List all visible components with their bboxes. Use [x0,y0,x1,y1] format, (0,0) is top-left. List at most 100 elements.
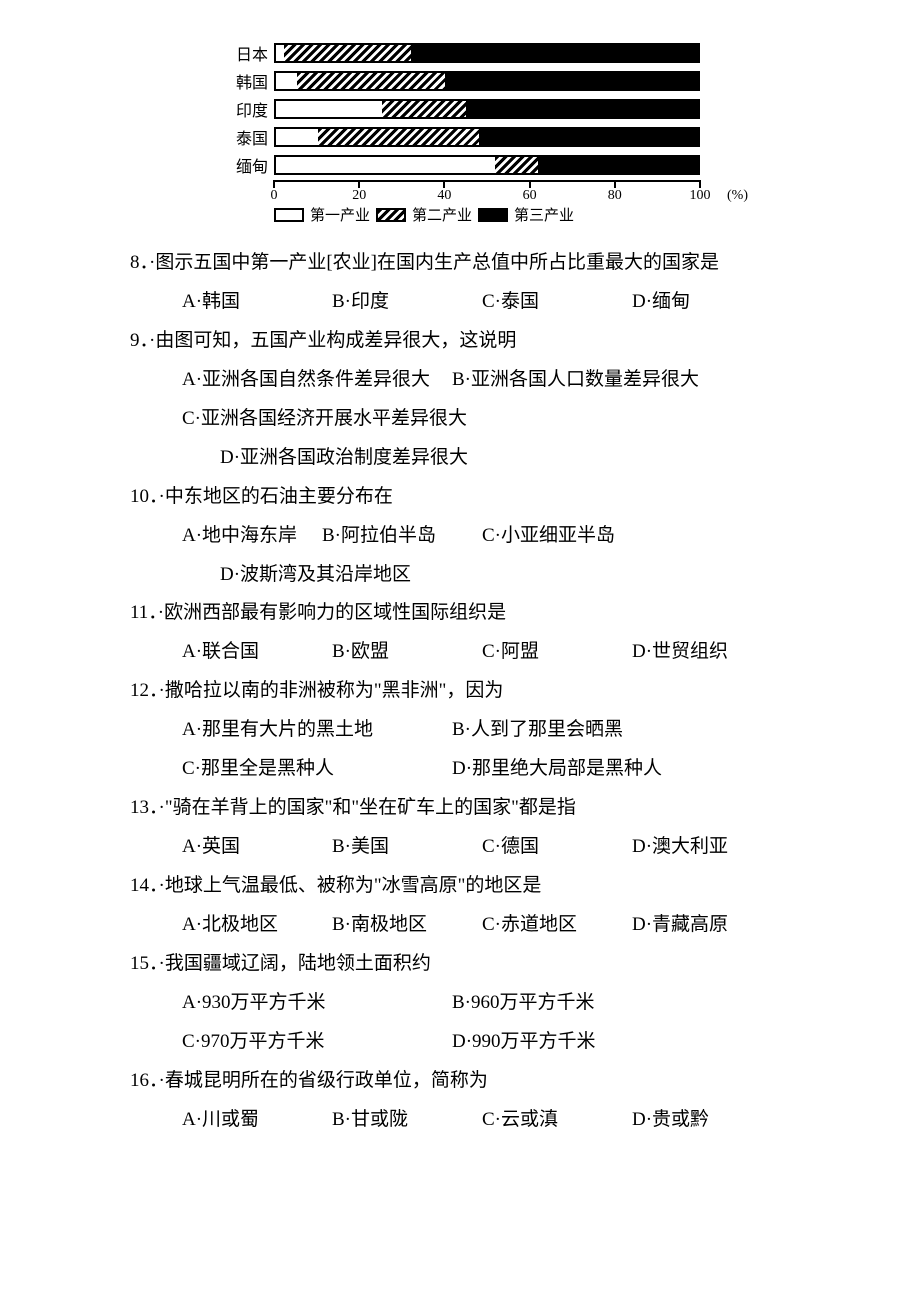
option: A·韩国 [182,283,332,322]
bar-segment [276,73,297,89]
question: 9．·由图可知，五国产业构成差异很大，这说明A·亚洲各国自然条件差异很大B·亚洲… [130,322,800,478]
option: B·阿拉伯半岛 [322,517,482,556]
tick-label: 80 [608,188,622,204]
stacked-bar [274,127,700,147]
legend-label: 第一产业 [310,204,370,225]
option: A·那里有大片的黑土地 [182,711,452,750]
bar-label: 日本 [220,41,274,65]
option: C·那里全是黑种人 [182,750,452,789]
bar-segment [445,73,698,89]
bar-segment [284,45,411,61]
question: 12．·撒哈拉以南的非洲被称为"黑非洲"，因为A·那里有大片的黑土地B·人到了那… [130,672,800,789]
question: 15．·我国疆域辽阔，陆地领土面积约A·930万平方千米B·960万平方千米C·… [130,945,800,1062]
bar-label: 缅甸 [220,153,274,177]
bar-segment [495,157,537,173]
option: D·青藏高原 [632,906,782,945]
bar-label: 泰国 [220,125,274,149]
bar-label: 印度 [220,97,274,121]
bar-row: 缅甸 [220,152,700,178]
question-stem: 10．·中东地区的石油主要分布在 [130,478,800,517]
bar-segment [466,101,698,117]
question: 14．·地球上气温最低、被称为"冰雪高原"的地区是A·北极地区B·南极地区C·赤… [130,867,800,945]
bar-segment [411,45,698,61]
option: C·亚洲各国经济开展水平差异很大 [182,400,467,439]
bar-segment [318,129,478,145]
legend-label: 第三产业 [514,204,574,225]
option: B·甘或陇 [332,1101,482,1140]
bar-segment [479,129,698,145]
option: C·德国 [482,828,632,867]
question-stem: 8．·图示五国中第一产业[农业]在国内生产总值中所占比重最大的国家是 [130,244,800,283]
option: B·960万平方千米 [452,984,722,1023]
option: A·川或蜀 [182,1101,332,1140]
option: B·欧盟 [332,633,482,672]
bar-row: 印度 [220,96,700,122]
legend-swatch [376,208,406,222]
question: 16．·春城昆明所在的省级行政单位，简称为A·川或蜀B·甘或陇C·云或滇D·贵或… [130,1062,800,1140]
bar-segment [276,157,495,173]
question: 10．·中东地区的石油主要分布在A·地中海东岸B·阿拉伯半岛C·小亚细亚半岛D·… [130,478,800,595]
option: D·波斯湾及其沿岸地区 [130,556,800,595]
stacked-bar [274,155,700,175]
option: A·北极地区 [182,906,332,945]
question-stem: 11．·欧洲西部最有影响力的区域性国际组织是 [130,594,800,633]
question-stem: 14．·地球上气温最低、被称为"冰雪高原"的地区是 [130,867,800,906]
bar-row: 日本 [220,40,700,66]
option: C·泰国 [482,283,632,322]
option: A·地中海东岸 [182,517,322,556]
question-stem: 15．·我国疆域辽阔，陆地领土面积约 [130,945,800,984]
option: A·930万平方千米 [182,984,452,1023]
bar-label: 韩国 [220,69,274,93]
option: D·缅甸 [632,283,782,322]
legend-swatch [274,208,304,222]
bar-segment [382,101,466,117]
bar-segment [276,129,318,145]
option: D·世贸组织 [632,633,782,672]
option: D·亚洲各国政治制度差异很大 [130,439,800,478]
legend-swatch [478,208,508,222]
industry-chart: 日本韩国印度泰国缅甸020406080100(%)第一产业第二产业第三产业 [0,40,920,220]
question: 11．·欧洲西部最有影响力的区域性国际组织是A·联合国B·欧盟C·阿盟D·世贸组… [130,594,800,672]
bar-segment [276,101,382,117]
option: B·亚洲各国人口数量差异很大 [452,361,722,400]
axis-unit: (%) [727,188,748,204]
stacked-bar [274,43,700,63]
legend-label: 第二产业 [412,204,472,225]
tick-label: 20 [352,188,366,204]
option: D·贵或黔 [632,1101,782,1140]
option: C·云或滇 [482,1101,632,1140]
legend: 第一产业 第二产业 第三产业 [274,204,700,225]
bar-segment [297,73,445,89]
question: 8．·图示五国中第一产业[农业]在国内生产总值中所占比重最大的国家是A·韩国B·… [130,244,800,322]
option: D·澳大利亚 [632,828,782,867]
tick-label: 0 [271,188,278,204]
question-stem: 13．·"骑在羊背上的国家"和"坐在矿车上的国家"都是指 [130,789,800,828]
option: A·亚洲各国自然条件差异很大 [182,361,452,400]
bar-segment [538,157,698,173]
option: D·那里绝大局部是黑种人 [452,750,722,789]
question-stem: 12．·撒哈拉以南的非洲被称为"黑非洲"，因为 [130,672,800,711]
x-axis: 020406080100(%)第一产业第二产业第三产业 [274,180,700,220]
questions-block: 8．·图示五国中第一产业[农业]在国内生产总值中所占比重最大的国家是A·韩国B·… [0,244,920,1140]
question: 13．·"骑在羊背上的国家"和"坐在矿车上的国家"都是指A·英国B·美国C·德国… [130,789,800,867]
option: B·南极地区 [332,906,482,945]
option: A·英国 [182,828,332,867]
stacked-bar [274,99,700,119]
option: D·990万平方千米 [452,1023,722,1062]
option: B·美国 [332,828,482,867]
bar-row: 泰国 [220,124,700,150]
option: C·970万平方千米 [182,1023,452,1062]
option: C·阿盟 [482,633,632,672]
bar-row: 韩国 [220,68,700,94]
question-stem: 9．·由图可知，五国产业构成差异很大，这说明 [130,322,800,361]
option: B·人到了那里会晒黑 [452,711,722,750]
stacked-bar [274,71,700,91]
option: B·印度 [332,283,482,322]
bar-segment [276,45,284,61]
tick-label: 100 [690,188,711,204]
tick-label: 60 [523,188,537,204]
tick-label: 40 [437,188,451,204]
option: C·小亚细亚半岛 [482,517,615,556]
option: A·联合国 [182,633,332,672]
question-stem: 16．·春城昆明所在的省级行政单位，简称为 [130,1062,800,1101]
